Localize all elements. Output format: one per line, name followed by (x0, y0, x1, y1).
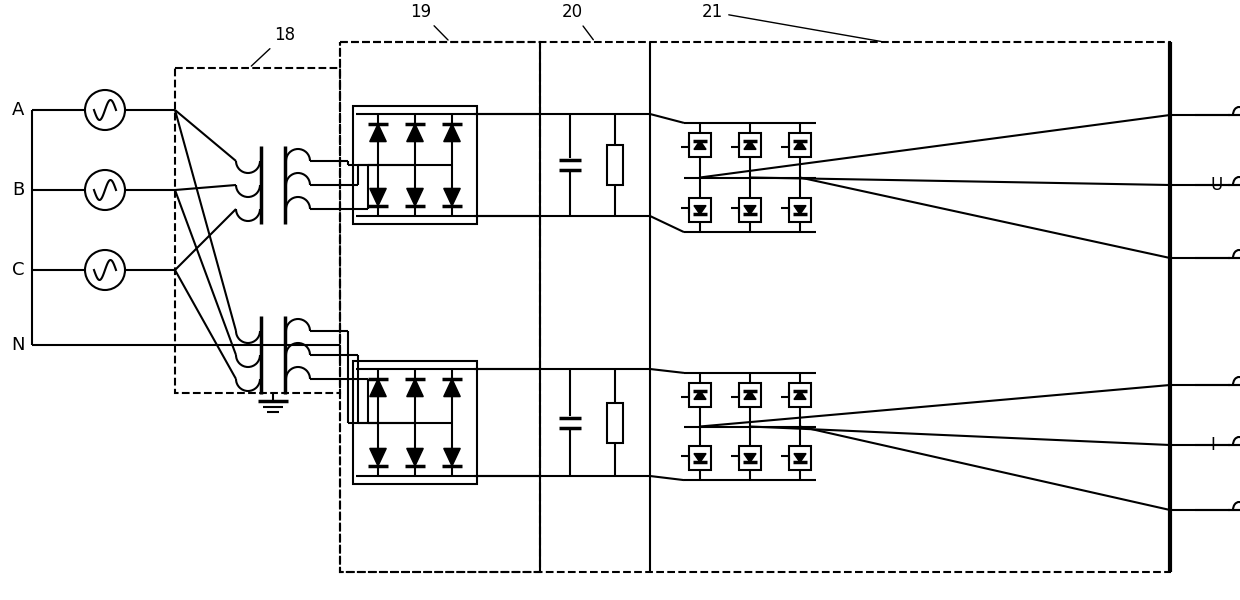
Polygon shape (444, 379, 460, 397)
Polygon shape (407, 188, 423, 206)
Polygon shape (444, 124, 460, 142)
Text: I: I (1210, 436, 1215, 454)
Bar (789, 198, 811, 222)
Bar (789, 383, 811, 407)
Polygon shape (370, 188, 386, 206)
Bar (608, 403, 622, 443)
Bar (789, 133, 811, 157)
Polygon shape (444, 188, 460, 206)
Polygon shape (370, 379, 386, 397)
Bar (340, 42, 539, 572)
Polygon shape (694, 140, 706, 149)
Bar (789, 446, 811, 470)
Polygon shape (407, 448, 423, 466)
Bar (340, 42, 1171, 572)
Text: 21: 21 (702, 3, 882, 41)
Polygon shape (444, 448, 460, 466)
Polygon shape (370, 448, 386, 466)
Text: U: U (1210, 176, 1223, 194)
Polygon shape (694, 206, 706, 214)
Polygon shape (794, 140, 806, 149)
Polygon shape (744, 140, 756, 149)
Bar (353, 361, 477, 484)
Polygon shape (694, 391, 706, 400)
Bar (175, 68, 340, 393)
Bar (739, 198, 761, 222)
Polygon shape (744, 454, 756, 463)
Polygon shape (694, 454, 706, 463)
Bar (353, 106, 477, 224)
Polygon shape (407, 124, 423, 142)
Text: 18: 18 (252, 26, 295, 66)
Bar (739, 133, 761, 157)
Bar (689, 383, 711, 407)
Bar (689, 446, 711, 470)
Polygon shape (794, 454, 806, 463)
Bar (608, 145, 622, 185)
Text: B: B (12, 181, 24, 199)
Polygon shape (794, 206, 806, 214)
Text: C: C (11, 261, 25, 279)
Text: 20: 20 (562, 3, 593, 40)
Text: 19: 19 (410, 3, 448, 40)
Polygon shape (794, 391, 806, 400)
Polygon shape (370, 124, 386, 142)
Bar (739, 383, 761, 407)
Polygon shape (744, 206, 756, 214)
Bar (689, 198, 711, 222)
Bar (689, 133, 711, 157)
Text: N: N (11, 336, 25, 354)
Text: A: A (12, 101, 25, 119)
Polygon shape (744, 391, 756, 400)
Polygon shape (407, 379, 423, 397)
Bar (739, 446, 761, 470)
